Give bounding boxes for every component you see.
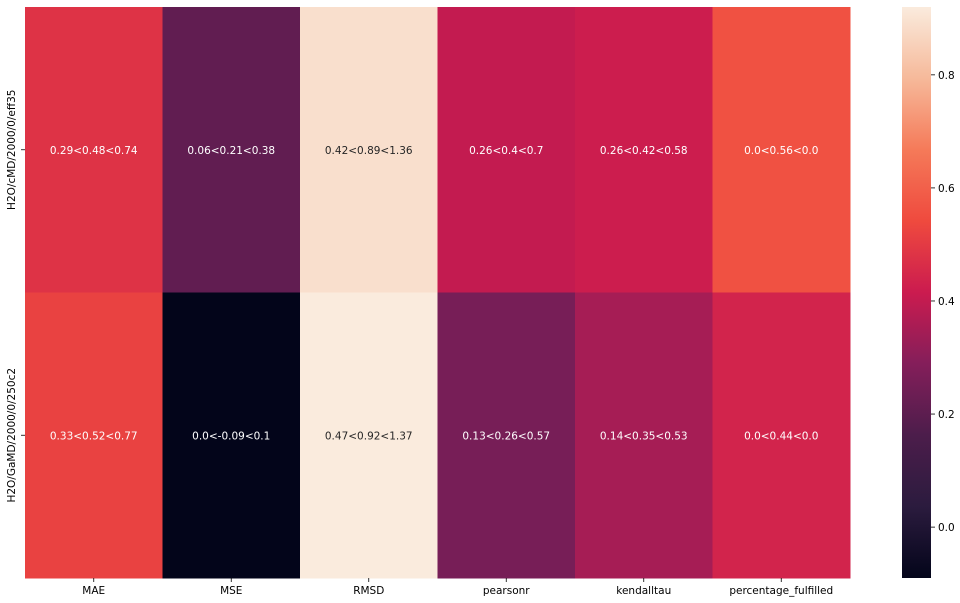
heatmap-cell [25, 7, 163, 293]
colorbar-tick-label: 0.0 [938, 522, 955, 534]
cell-annotation: 0.14<0.35<0.53 [600, 430, 688, 442]
heatmap-cell [300, 292, 438, 579]
cell-annotation: 0.13<0.26<0.57 [462, 430, 550, 442]
cell-annotation: 0.26<0.4<0.7 [469, 145, 543, 157]
x-tick-label: kendalltau [616, 585, 671, 597]
cell-annotation: 0.0<-0.09<0.1 [192, 430, 270, 442]
colorbar-tick-label: 0.4 [938, 296, 955, 308]
cell-annotation: 0.42<0.89<1.36 [325, 145, 413, 157]
colorbar-gradient [902, 7, 931, 578]
colorbar-ticks: 0.0 0.2 0.4 0.6 0.8 [931, 70, 955, 534]
heatmap-cell [575, 292, 713, 579]
x-tick-label: MAE [82, 585, 105, 597]
heatmap-cell [437, 292, 576, 579]
heatmap-cell [162, 7, 301, 293]
colorbar-tick-label: 0.6 [938, 183, 955, 195]
heatmap-cell [162, 292, 301, 579]
cell-annotation: 0.47<0.92<1.37 [325, 430, 413, 442]
colorbar-tick-label: 0.2 [938, 409, 955, 421]
colorbar [902, 7, 931, 578]
cell-annotation: 0.26<0.42<0.58 [600, 145, 688, 157]
cell-annotation: 0.06<0.21<0.38 [187, 145, 275, 157]
heatmap-cell [712, 292, 851, 579]
x-tick-label: pearsonr [483, 585, 530, 597]
cell-annotation: 0.0<0.56<0.0 [744, 145, 818, 157]
colorbar-tick-label: 0.8 [938, 70, 955, 82]
heatmap-cells [25, 7, 851, 579]
heatmap-cell [712, 7, 851, 293]
y-tick-label: H2O/GaMD/2000/0/250c2 [6, 368, 18, 503]
x-tick-label: MSE [220, 585, 242, 597]
cell-annotation: 0.29<0.48<0.74 [50, 145, 138, 157]
x-axis: MAE MSE RMSD pearsonr kendalltau percentage_f… [82, 578, 833, 597]
y-axis: H2O/cMD/2000/0/eff35 H2O/GaMD/2000/0/250c… [6, 90, 25, 503]
heatmap-cell [437, 7, 576, 293]
cell-annotations: 0.29<0.48<0.74 0.06<0.21<0.38 0.42<0.89<1.… [50, 145, 819, 443]
y-tick-label: H2O/cMD/2000/0/eff35 [6, 90, 18, 210]
heatmap-cell [300, 7, 438, 293]
x-tick-label: RMSD [353, 585, 384, 597]
heatmap-cell [575, 7, 713, 293]
cell-annotation: 0.33<0.52<0.77 [50, 430, 138, 442]
x-tick-label: percentage_fulfilled [729, 585, 833, 597]
heatmap-cell [25, 292, 163, 579]
cell-annotation: 0.0<0.44<0.0 [744, 430, 818, 442]
